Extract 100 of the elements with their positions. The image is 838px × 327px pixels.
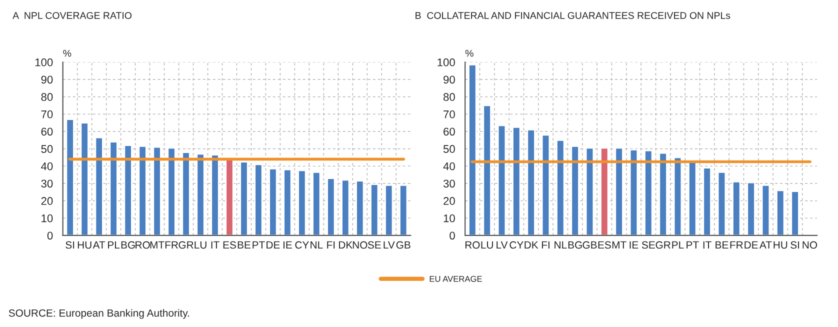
source-note: SOURCE: European Banking Authority.: [8, 309, 190, 319]
chart-title: A NPL COVERAGE RATIO: [12, 12, 132, 19]
chart-title: B COLLATERAL AND FINANCIAL GUARANTEES RECEIVED ON NPLs: [416, 12, 730, 19]
bar: [210, 154, 220, 236]
bar: [512, 126, 521, 236]
x-tick-label: FR: [165, 241, 178, 249]
bar: [497, 124, 506, 236]
x-tick-label: FI: [542, 241, 550, 249]
bar: [399, 184, 408, 236]
x-tick-label: DK: [339, 241, 353, 249]
x-tick-label: LV: [496, 241, 508, 249]
x-tick-label: DE: [266, 241, 280, 249]
x-tick-label: GR: [178, 241, 194, 249]
bar: [283, 168, 292, 236]
y-tick-label: 0: [450, 232, 455, 240]
x-tick-label: ES: [598, 241, 611, 249]
bar: [556, 139, 565, 236]
y-axis-title: %: [63, 50, 72, 57]
x-tick-label: FI: [327, 241, 335, 249]
x-tick-label: IE: [283, 241, 292, 249]
x-tick-label: MT: [612, 241, 626, 249]
y-tick-label: 100: [35, 58, 53, 66]
x-tick-label: NL: [554, 241, 567, 249]
y-tick-label: 40: [41, 162, 53, 170]
y-tick-label: 80: [41, 93, 53, 101]
y-tick-label: 100: [438, 58, 455, 66]
x-tick-label: GB: [396, 241, 410, 249]
bar: [482, 104, 492, 236]
bar: [776, 190, 785, 236]
bar: [109, 141, 118, 236]
bar: [629, 148, 638, 236]
x-tick-label: BE: [238, 241, 250, 249]
x-tick-label: RO: [465, 241, 480, 249]
x-tick-label: GR: [656, 241, 670, 249]
bar: [356, 180, 364, 236]
y-tick-label: 20: [444, 197, 455, 205]
y-tick-label: 40: [443, 162, 455, 170]
x-tick-label: NO: [802, 241, 818, 249]
x-tick-label: BG: [568, 241, 582, 249]
y-tick-label: 70: [41, 110, 53, 118]
y-tick-label: 10: [444, 214, 455, 222]
x-tick-label: SE: [642, 241, 655, 249]
bar: [298, 170, 306, 236]
bar: [526, 129, 536, 236]
x-tick-label: GB: [582, 241, 597, 249]
y-tick-label: 30: [443, 180, 455, 188]
bar: [384, 184, 394, 236]
x-tick-label: SE: [368, 241, 381, 249]
bar: [326, 178, 336, 236]
x-tick-label: AT: [759, 241, 772, 249]
x-tick-label: CY: [295, 241, 309, 249]
bar: [790, 190, 800, 236]
bar: [94, 136, 104, 236]
x-tick-label: PL: [672, 241, 684, 249]
bar: [268, 168, 278, 236]
x-tick-label: LV: [384, 241, 395, 249]
bar: [702, 167, 712, 236]
x-tick-label: LU: [481, 241, 493, 249]
bar: [673, 156, 682, 236]
y-tick-label: 90: [41, 76, 53, 84]
x-tick-label: FR: [730, 241, 743, 249]
bar: [312, 171, 321, 236]
x-tick-label: NL: [310, 241, 323, 249]
x-tick-label: IT: [703, 241, 712, 249]
x-tick-label: SI: [790, 241, 800, 249]
bar: [182, 152, 190, 236]
bar: [370, 184, 379, 236]
x-tick-label: SI: [66, 241, 74, 249]
bar: [124, 144, 132, 236]
bar: [644, 150, 653, 236]
x-tick-label: CY: [510, 241, 524, 249]
y-tick-label: 20: [41, 197, 53, 205]
y-tick-label: 80: [443, 93, 455, 101]
bar: [66, 118, 74, 236]
bar: [658, 152, 668, 236]
bar: [240, 161, 248, 236]
x-tick-label: PT: [686, 241, 699, 249]
x-tick-label: AT: [92, 241, 106, 249]
x-tick-label: NO: [352, 241, 368, 249]
x-tick-label: HU: [774, 241, 788, 249]
y-tick-label: 0: [47, 232, 53, 240]
x-tick-label: DK: [524, 241, 538, 249]
bar: [585, 147, 594, 236]
x-tick-label: IT: [211, 241, 220, 249]
x-tick-label: LU: [194, 241, 206, 249]
y-tick-label: 30: [41, 180, 53, 188]
bar: [541, 134, 550, 236]
x-tick-label: PT: [252, 241, 265, 249]
y-tick-label: 50: [41, 145, 53, 153]
bar: [761, 184, 770, 236]
bar: [717, 171, 726, 236]
bar: [570, 145, 580, 236]
bar: [196, 153, 205, 236]
y-tick-label: 70: [444, 110, 455, 118]
bar: [167, 147, 176, 236]
x-tick-label: BG: [121, 241, 135, 249]
y-tick-label: 60: [41, 128, 53, 136]
bar: [152, 146, 162, 236]
y-axis-title: %: [465, 50, 474, 57]
y-tick-label: 50: [443, 145, 455, 153]
